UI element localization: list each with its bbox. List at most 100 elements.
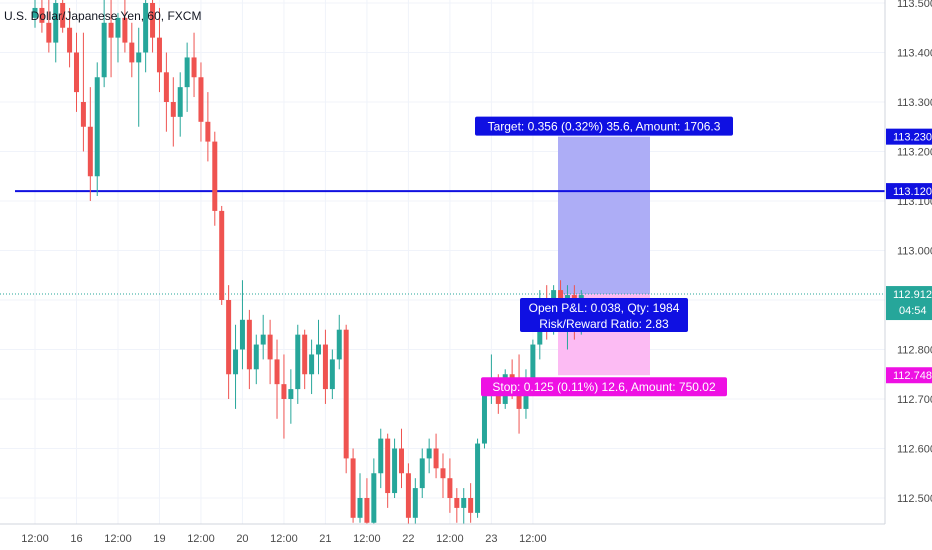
candle-down [191,32,197,98]
candle-down [156,7,162,93]
candle-body [267,334,273,360]
price-axis[interactable] [885,0,932,524]
candle-down [163,52,169,132]
candle-body [32,7,38,18]
last-price-badge [886,286,932,321]
candle-down [246,309,252,390]
horizontal-line-badge [886,183,932,200]
candle-body [136,52,142,63]
candle-up [378,428,384,489]
candle-body [143,3,149,53]
candle-down [267,319,273,385]
candle-down [398,428,404,489]
price-tick-label: 113.000 [897,246,932,258]
candle-body [378,438,384,474]
candle-body [364,498,370,523]
candle-body [433,448,439,469]
candle-body [122,17,128,43]
countdown-badge-text: 04:54 [899,305,927,317]
candle-body [440,468,446,479]
candle-body [212,141,218,211]
candle-down [447,458,453,513]
candle-down [122,0,128,53]
candle-down [281,354,287,439]
candle-up [101,0,107,88]
candle-up [336,314,342,370]
candle-body [398,448,404,474]
candle-body [357,498,363,518]
candle-body [392,448,398,494]
target-zone[interactable] [558,136,650,295]
candle-up [143,0,149,73]
candle-up [371,458,377,528]
candle-up [288,369,294,424]
candle-up [32,0,38,28]
candle-body [253,344,259,370]
target-label[interactable]: Target: 0.356 (0.32%) 35.6, Amount: 1706… [475,116,733,136]
candle-up [475,438,481,518]
candle-body [288,389,294,399]
time-tick-label: 20 [236,533,248,545]
target-label-text: Target: 0.356 (0.32%) 35.6, Amount: 1706… [488,120,721,134]
candle-body [336,329,342,360]
candle-body [385,438,391,494]
candle-up [184,42,190,112]
candle-up [461,488,467,528]
candle-body [475,443,481,513]
candle-down [405,463,411,528]
candle-body [343,329,349,459]
candle-body [419,458,425,489]
candle-down [274,339,280,419]
pnl-label-background [520,298,688,333]
candle-down [73,32,79,112]
candle-body [53,3,59,43]
candle-down [39,0,45,33]
candle-body [163,72,169,102]
candle-down [385,433,391,508]
candle-body [454,498,460,508]
candle-up [177,72,183,137]
candle-body [150,3,156,38]
candle-up [295,324,301,404]
candle-down [343,324,349,474]
pnl-label[interactable]: Open P&L: 0.038, Qty: 1984 Risk/Reward R… [520,298,688,333]
candle-body [260,334,266,345]
candle-up [115,12,121,63]
candle-body [447,478,453,498]
candle-body [226,300,232,375]
candle-body [405,473,411,518]
candle-up [329,349,335,399]
stop-label-text: Stop: 0.125 (0.11%) 12.6, Amount: 750.02 [492,380,716,394]
candle-up [136,27,142,127]
candle-down [322,329,328,404]
candle-body [101,22,107,78]
price-tick-label: 112.800 [897,345,932,357]
candle-body [461,498,467,508]
last-price-badge-text: 112.912 [893,289,932,301]
candle-body [281,384,287,399]
candle-down [60,0,66,33]
candle-body [60,3,66,28]
candle-up [94,62,100,197]
candle-down [440,453,446,498]
candle-body [205,121,211,142]
candle-down [67,7,73,68]
stop-label[interactable]: Stop: 0.125 (0.11%) 12.6, Amount: 750.02 [481,377,727,397]
candle-body [316,344,322,355]
candle-down [454,488,460,523]
candle-body [233,349,239,375]
position-zones[interactable] [558,136,650,376]
pnl-label-line1: Open P&L: 0.038, Qty: 1984 [529,301,680,315]
candle-down [364,478,370,528]
candle-body [322,344,328,390]
candle-down [198,62,204,142]
candle-body [309,354,315,375]
candle-body [295,334,301,390]
stop-label-background [481,377,727,397]
price-tick-label: 113.500 [897,0,932,10]
candle-body [39,7,45,23]
candle-up [260,314,266,360]
candle-down [350,448,356,523]
time-axis[interactable] [0,524,885,550]
